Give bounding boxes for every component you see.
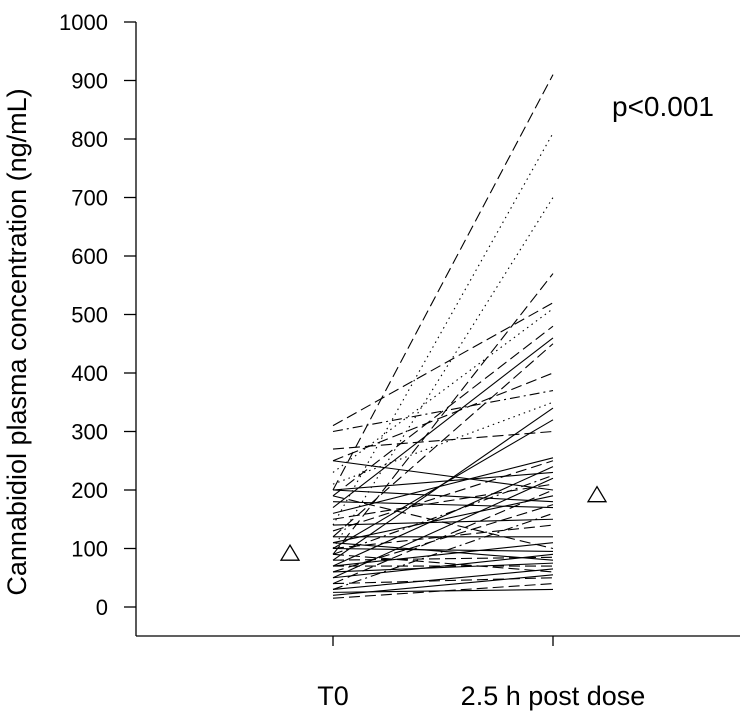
y-tick-label: 400 [71,361,108,386]
series-line [332,577,554,585]
series-lines [332,74,554,599]
series-line [332,504,554,573]
y-tick-label: 200 [71,478,108,503]
series-line [332,401,554,485]
y-ticks: 0 100 200 300 400 500 600 700 800 900 1000 [59,10,136,620]
x-tick-label: T0 [317,681,349,711]
series-line [332,302,554,427]
series-line [332,132,554,526]
series-line [332,547,554,552]
series-line [332,501,554,509]
x-tick-label: 2.5 h post dose [461,681,646,711]
series-line [332,588,554,593]
series-line [332,273,554,555]
series-line [332,419,554,549]
y-tick-label: 800 [71,127,108,152]
series-line [332,524,554,550]
series-line [332,471,554,491]
y-tick-label: 0 [96,595,108,620]
y-tick-label: 300 [71,420,108,445]
series-line [332,562,554,573]
series-line [332,568,554,590]
series-line [332,74,554,491]
series-line [332,474,554,555]
series-line [332,325,554,497]
series-line [332,430,554,450]
mean-markers [279,485,608,561]
series-line [332,489,554,503]
p-value-annotation: p<0.001 [612,91,714,122]
y-tick-label: 100 [71,537,108,562]
mean-triangle-marker [279,543,301,561]
x-ticks: T0 2.5 h post dose [317,636,645,711]
series-line [332,542,554,561]
y-axis-title: Cannabidiol plasma concentration (ng/mL) [2,88,32,595]
y-tick-label: 500 [71,303,108,328]
series-line [332,337,554,508]
series-line [332,553,554,573]
mean-triangle-marker [586,485,608,503]
y-tick-label: 1000 [59,10,108,35]
series-line [332,372,554,462]
y-tick-label: 700 [71,186,108,211]
y-tick-label: 600 [71,244,108,269]
series-line [332,390,554,433]
y-tick-label: 900 [71,69,108,94]
series-line [332,542,554,567]
series-line [332,460,554,491]
series-line [332,483,554,520]
series-line [332,343,554,538]
series-line [332,495,554,544]
series-line [332,495,554,550]
series-line [332,583,554,599]
